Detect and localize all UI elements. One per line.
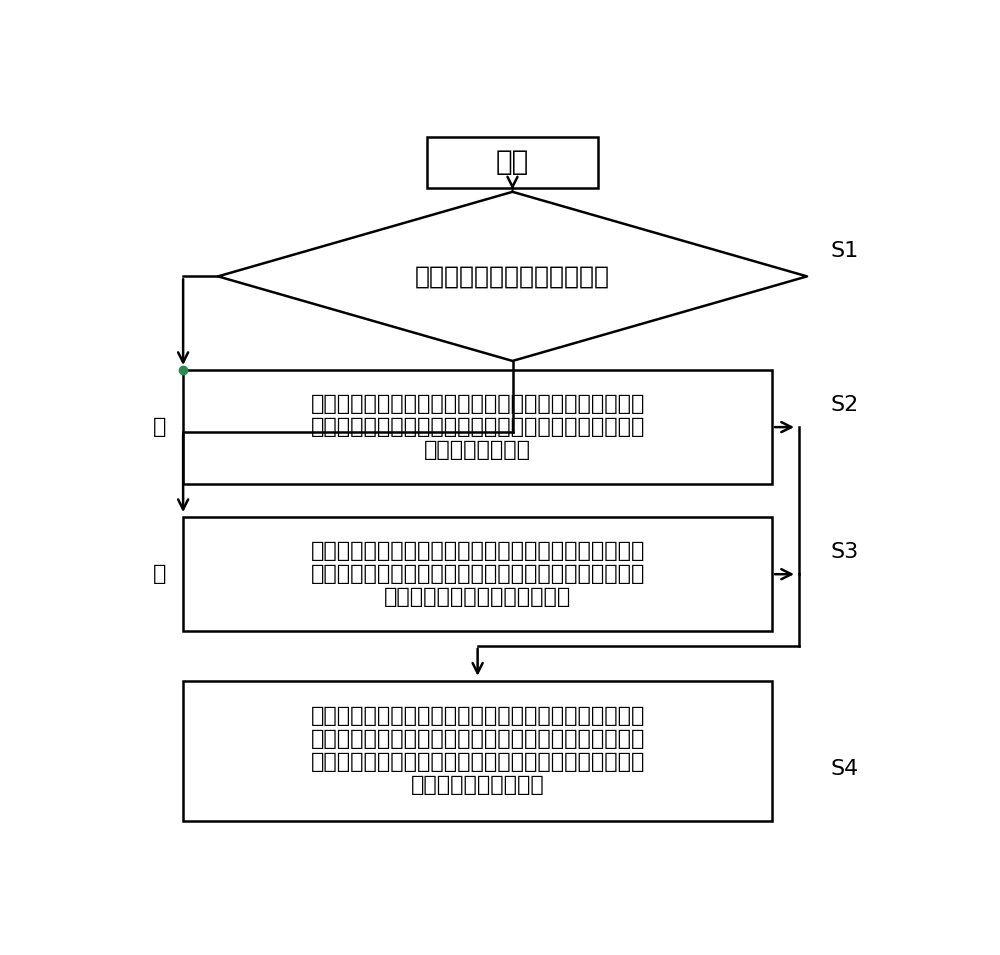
Bar bbox=[183, 518, 772, 631]
Text: 否: 否 bbox=[153, 564, 167, 584]
Text: 主控制器对处理后的电压、电流信号进行计算得到控制信
号控制主储能逆变器工作；从控制器对处理后的并网电流
信号和主控制器广播来的电压信号进行计算得到控制信号
控制: 主控制器对处理后的电压、电流信号进行计算得到控制信 号控制主储能逆变器工作；从控… bbox=[310, 706, 645, 796]
Bar bbox=[183, 371, 772, 484]
Text: S4: S4 bbox=[830, 759, 858, 779]
Text: 是: 是 bbox=[153, 417, 167, 437]
Text: 主控制器采集并网电压、电流信号并进行处理，将处理后
的电压信号广播给从控制器，同时从控制器采集并网电流
信号并进行预处理: 主控制器采集并网电压、电流信号并进行处理，将处理后 的电压信号广播给从控制器，同… bbox=[310, 393, 645, 460]
Bar bbox=[183, 681, 772, 820]
Text: S2: S2 bbox=[830, 395, 858, 415]
Text: 主控制器根据已知条件生成并网电压信号并将其广播给从
控制器，主控制器及从控制器分别采集各自对应储能逆变
器的并网电流信号并进行预处理: 主控制器根据已知条件生成并网电压信号并将其广播给从 控制器，主控制器及从控制器分… bbox=[310, 541, 645, 607]
Bar bbox=[427, 137, 598, 188]
Text: 判断主储能逆变器是否并网？: 判断主储能逆变器是否并网？ bbox=[415, 265, 610, 288]
Text: 开始: 开始 bbox=[496, 148, 529, 177]
Text: S3: S3 bbox=[830, 542, 858, 562]
Text: S1: S1 bbox=[830, 241, 858, 261]
